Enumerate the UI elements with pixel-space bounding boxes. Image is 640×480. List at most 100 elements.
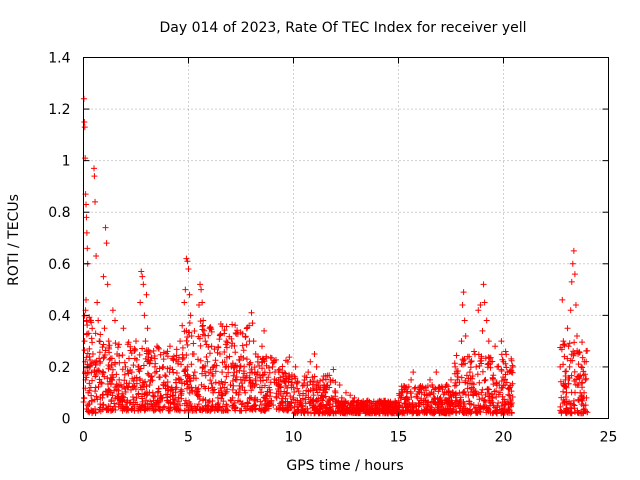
data-point (239, 330, 246, 337)
data-point (151, 393, 158, 400)
data-point (184, 381, 191, 388)
data-point (242, 389, 249, 396)
data-point (261, 382, 268, 389)
data-point (130, 377, 137, 384)
data-point (566, 363, 573, 370)
data-point (135, 407, 142, 414)
data-point (184, 341, 191, 348)
data-point (177, 407, 184, 414)
data-point (368, 400, 375, 407)
data-point (92, 330, 99, 337)
data-point (113, 381, 120, 388)
data-point (178, 361, 185, 368)
data-point (453, 368, 460, 375)
data-point (578, 396, 585, 403)
data-point (294, 397, 301, 404)
data-point (141, 312, 148, 319)
data-point (240, 374, 247, 381)
data-point (279, 363, 286, 370)
data-point (431, 395, 438, 402)
data-point (243, 341, 250, 348)
data-point (179, 356, 186, 363)
data-point (475, 408, 482, 415)
data-point (197, 406, 204, 413)
data-point (462, 379, 469, 386)
data-point (408, 394, 415, 401)
data-point (100, 369, 107, 376)
data-point (466, 380, 473, 387)
data-point (192, 384, 199, 391)
data-point (215, 344, 222, 351)
data-point (311, 351, 318, 358)
data-point (191, 403, 198, 410)
data-point (491, 388, 498, 395)
data-point (492, 408, 499, 415)
data-point (468, 409, 475, 416)
data-point (509, 362, 516, 369)
data-point (114, 344, 121, 351)
data-point (179, 344, 186, 351)
data-point (424, 408, 431, 415)
data-point (209, 398, 216, 405)
data-point (92, 198, 99, 205)
data-point (283, 357, 290, 364)
data-point (97, 358, 104, 365)
data-point (205, 344, 212, 350)
data-point (307, 398, 314, 405)
data-point (427, 403, 434, 410)
data-point (155, 344, 162, 351)
data-point (307, 378, 314, 385)
data-point (307, 358, 314, 365)
data-point (168, 384, 175, 391)
data-point (92, 361, 99, 368)
data-point (431, 410, 438, 417)
data-point (112, 403, 119, 410)
data-point (246, 406, 253, 413)
data-point (471, 389, 478, 396)
data-point (319, 376, 326, 383)
data-point (563, 389, 570, 396)
data-point (362, 401, 369, 408)
data-point (206, 350, 213, 357)
data-point (161, 372, 168, 379)
data-point (428, 406, 435, 413)
data-point (247, 381, 254, 388)
data-point (87, 362, 94, 369)
data-point (482, 376, 489, 383)
y-axis-title: ROTI / TECUs (6, 194, 22, 286)
data-point (184, 371, 191, 378)
data-point (152, 406, 159, 413)
data-point (267, 389, 274, 396)
data-point (451, 403, 458, 410)
y-tick-label: 1.4 (48, 51, 70, 67)
data-point (139, 395, 146, 402)
data-point (250, 403, 257, 410)
data-point (126, 400, 133, 407)
data-point (572, 302, 579, 309)
data-point (292, 363, 299, 370)
data-point (81, 118, 88, 125)
data-point (113, 371, 120, 378)
data-point (164, 365, 171, 372)
data-point (308, 410, 315, 417)
data-point (335, 404, 342, 411)
data-point (275, 369, 282, 376)
data-point (579, 339, 586, 346)
data-point (122, 363, 129, 370)
data-point (481, 299, 488, 306)
data-point (131, 407, 138, 414)
data-point (287, 393, 294, 400)
data-point (100, 355, 107, 362)
data-point (508, 400, 515, 407)
data-point (93, 253, 100, 260)
data-point (134, 401, 141, 408)
data-point (490, 402, 497, 409)
data-point (328, 394, 335, 401)
data-point (147, 376, 154, 383)
data-point (170, 392, 177, 399)
data-point (149, 389, 156, 396)
data-point (93, 393, 100, 400)
y-tick-labels: 0 0.2 0.4 0.6 0.8 1 1.2 1.4 (48, 51, 70, 428)
data-point (476, 362, 483, 369)
data-point (96, 349, 103, 356)
